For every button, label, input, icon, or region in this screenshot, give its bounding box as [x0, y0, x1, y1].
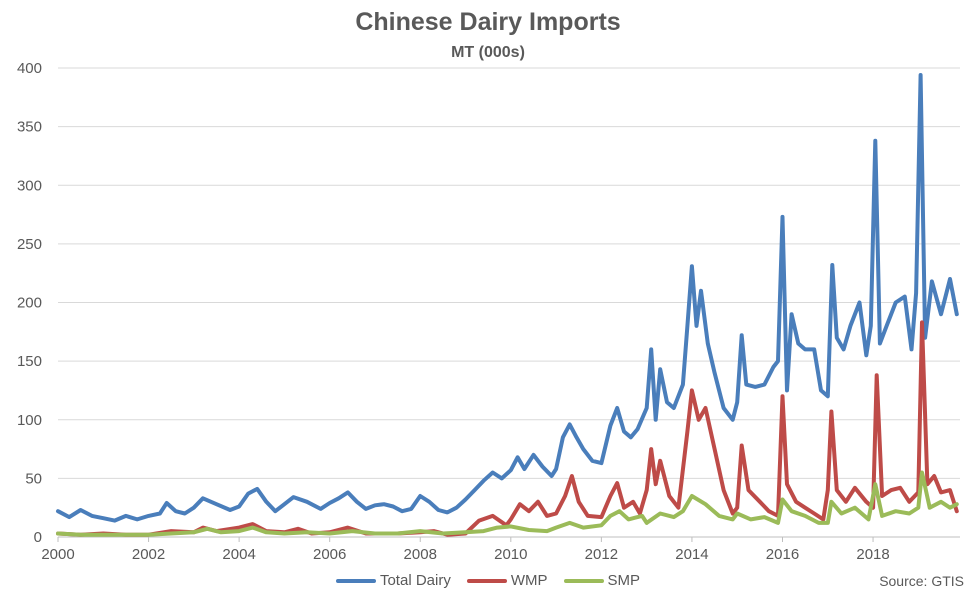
chart-title: Chinese Dairy Imports: [355, 8, 621, 36]
x-tick-label: 2018: [856, 546, 889, 563]
x-tick-label: 2000: [41, 546, 74, 563]
x-tick-label: 2006: [313, 546, 346, 563]
legend-item-wmp: WMP: [466, 572, 548, 589]
y-tick-label: 0: [34, 529, 42, 546]
x-tick-label: 2010: [494, 546, 527, 563]
legend-swatch-smp: [563, 578, 604, 583]
chart-subtitle: MT (000s): [451, 44, 525, 61]
legend-item-total-dairy: Total Dairy: [335, 572, 451, 589]
gridlines: [58, 67, 960, 538]
x-tick-label: 2012: [585, 546, 618, 563]
y-axis: 0 50 100 150 200 250 300 350 400: [17, 60, 42, 546]
x-tick-label: 2014: [675, 546, 708, 563]
x-axis: 2000 2002 2004 2006 2008 2010 2012 2014 2016 2018: [41, 537, 890, 563]
x-tick-label: 2016: [766, 546, 799, 563]
series-line-total-dairy: [56, 73, 959, 523]
y-tick-label: 300: [17, 177, 42, 194]
x-tick-label: 2002: [132, 546, 165, 563]
y-tick-label: 150: [17, 353, 42, 370]
series-line-wmp: [56, 320, 959, 537]
y-tick-label: 50: [25, 470, 42, 487]
source-note: Source: GTIS: [879, 573, 964, 589]
x-tick-label: 2004: [222, 546, 255, 563]
legend-label-total-dairy: Total Dairy: [379, 572, 451, 589]
legend-swatch-total-dairy: [335, 578, 376, 583]
x-tick-label: 2008: [404, 546, 437, 563]
series-line-smp: [56, 470, 959, 537]
legend-label-smp: SMP: [607, 572, 641, 589]
y-tick-label: 100: [17, 412, 42, 429]
y-tick-label: 350: [17, 119, 42, 136]
y-tick-label: 250: [17, 236, 42, 253]
legend-label-wmp: WMP: [510, 572, 548, 589]
legend: Total Dairy WMP SMP: [0, 572, 976, 589]
series-layer: [56, 73, 959, 537]
legend-item-smp: SMP: [563, 572, 641, 589]
y-tick-label: 400: [17, 60, 42, 77]
y-tick-label: 200: [17, 295, 42, 312]
legend-swatch-wmp: [466, 578, 507, 583]
